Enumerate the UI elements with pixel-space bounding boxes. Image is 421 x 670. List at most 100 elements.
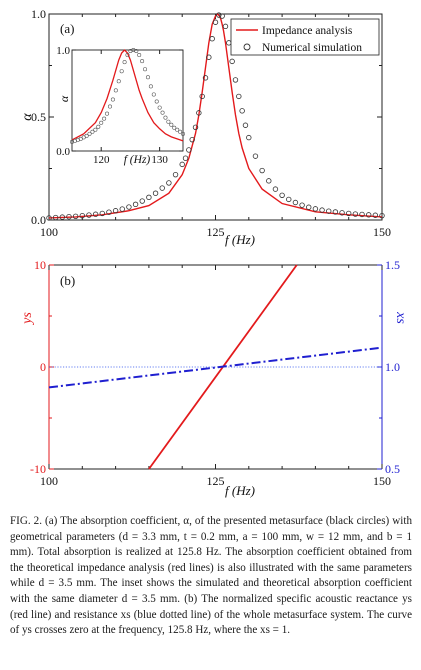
- simulation-point: [332, 209, 339, 215]
- simulation-point: [46, 215, 52, 221]
- inset-simulation-point: [143, 67, 148, 72]
- y-tick-label: 1.0: [31, 7, 46, 21]
- simulation-point: [306, 204, 312, 210]
- simulation-point: [232, 77, 239, 83]
- simulation-point: [112, 208, 119, 214]
- simulation-point: [52, 214, 59, 221]
- simulation-point: [379, 212, 385, 219]
- simulation-point: [192, 124, 199, 130]
- simulation-point: [252, 153, 259, 159]
- simulation-point: [246, 134, 252, 141]
- inset-simulation-point: [116, 79, 121, 84]
- simulation-point: [259, 167, 265, 174]
- simulation-point: [236, 93, 242, 100]
- inset-frame: [71, 49, 184, 152]
- simulation-point: [312, 206, 319, 212]
- simulation-point: [239, 108, 245, 114]
- simulation-point: [72, 213, 79, 219]
- inset-simulation-point: [166, 119, 171, 124]
- inset-simulation-point: [110, 97, 115, 102]
- simulation-point: [359, 211, 365, 218]
- inset-simulation-point: [122, 60, 127, 65]
- simulation-point: [159, 185, 165, 191]
- panel-b: 100 125 150 -10 0 10 0.5 1.0 1.5 f (Hz) (b) ys xs: [20, 258, 408, 498]
- inset-simulation-point: [160, 110, 165, 115]
- simulation-point: [242, 122, 249, 128]
- y-tick-label: 0.5: [31, 110, 46, 124]
- inset-simulation-point: [99, 120, 104, 125]
- inset-simulation-point: [145, 75, 150, 80]
- legend-circle-swatch: [243, 43, 251, 51]
- inset-simulation-point: [113, 88, 118, 93]
- x-tick-label: 100: [40, 474, 58, 488]
- x-tick-label: 150: [373, 474, 391, 488]
- inset-impedance-line: [71, 49, 184, 142]
- inset-simulation-point: [87, 131, 92, 136]
- inset-simulation-point: [181, 131, 186, 136]
- inset-simulation-point: [148, 84, 153, 89]
- legend-entry-impedance: Impedance analysis: [262, 25, 353, 37]
- simulation-point: [319, 207, 325, 213]
- simulation-point: [226, 40, 232, 46]
- simulation-point: [189, 136, 195, 143]
- simulation-point: [216, 12, 222, 18]
- inset-simulation-point: [178, 129, 183, 134]
- series-xs-line: [48, 346, 383, 389]
- inset-simulation-point: [105, 111, 110, 116]
- simulation-point: [326, 208, 332, 214]
- left-y-tick-label: 10: [34, 258, 46, 272]
- right-y-tick-label: 1.5: [385, 258, 400, 272]
- legend-box: [230, 18, 380, 56]
- inset-simulation-point: [137, 53, 142, 58]
- simulation-point: [299, 202, 305, 208]
- simulation-point: [59, 214, 66, 220]
- panel-label-a: (a): [60, 21, 74, 36]
- right-y-axis-label: xs: [393, 311, 408, 324]
- inset-x-tick-label: 130: [151, 154, 168, 166]
- simulation-point: [352, 211, 359, 217]
- simulation-point: [372, 212, 379, 218]
- simulation-point: [186, 147, 192, 153]
- simulation-point: [222, 23, 229, 30]
- simulation-point: [106, 209, 112, 215]
- simulation-point: [202, 75, 209, 81]
- inset-simulation-point: [125, 53, 130, 58]
- simulation-point: [86, 212, 92, 218]
- simulation-point: [272, 186, 279, 192]
- simulation-point: [172, 171, 179, 178]
- simulation-point: [166, 180, 172, 186]
- simulation-point: [152, 190, 159, 196]
- inset-simulation-point: [140, 59, 145, 64]
- simulation-point: [286, 196, 292, 203]
- simulation-point: [279, 192, 285, 198]
- x-tick-label: 100: [40, 225, 58, 239]
- simulation-point: [209, 36, 215, 42]
- inset-simulation-point: [90, 129, 95, 134]
- inset-y-axis-label: α: [57, 95, 71, 102]
- left-y-tick-label: 0: [40, 360, 46, 374]
- simulation-point: [292, 199, 299, 206]
- simulation-point: [119, 206, 125, 212]
- simulation-point: [182, 155, 189, 161]
- inset-x-axis-label: f (Hz): [124, 154, 151, 166]
- inset-simulation-point: [84, 133, 89, 138]
- inset-simulation-point: [157, 105, 162, 110]
- left-y-axis-label: ys: [20, 312, 35, 326]
- simulation-point: [66, 213, 72, 220]
- y-axis-label: α: [20, 113, 35, 121]
- inset-simulation-point: [93, 127, 98, 132]
- series-impedance-line: [48, 12, 383, 219]
- inset-simulation-point: [119, 69, 124, 74]
- figure-caption: FIG. 2. (a) The absorption coefficient, …: [10, 515, 412, 637]
- panel-label-b: (b): [60, 273, 75, 288]
- simulation-point: [206, 54, 212, 60]
- simulation-point: [139, 198, 145, 204]
- legend-entry-simulation: Numerical simulation: [262, 42, 362, 54]
- inset: 120 130 0.0 1.0 f (Hz) α: [56, 45, 186, 166]
- inset-x-tick-label: 120: [93, 154, 110, 166]
- simulation-point: [132, 201, 139, 208]
- inset-simulation-point: [154, 99, 159, 104]
- simulation-point: [196, 110, 202, 116]
- inset-simulation-point: [169, 122, 174, 127]
